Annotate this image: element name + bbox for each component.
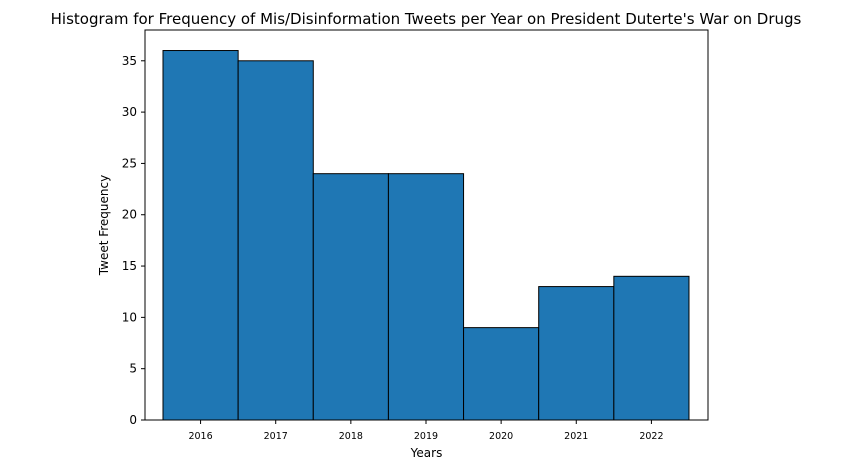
y-tick-label-10: 10 — [122, 310, 137, 324]
y-tick-label-15: 15 — [122, 259, 137, 273]
x-tick-label-2019: 2019 — [414, 431, 438, 442]
x-tick-label-2017: 2017 — [264, 431, 288, 442]
y-axis: 0 5 10 15 20 25 30 35 — [122, 54, 145, 427]
bar-2017 — [237, 60, 314, 421]
x-tick-label-2016: 2016 — [188, 431, 212, 442]
bar-2019 — [387, 173, 465, 421]
bar-2021 — [538, 286, 615, 421]
bars-group — [162, 50, 690, 421]
bar-2016 — [162, 50, 239, 421]
x-axis: 2016 2017 2018 2019 2020 2021 2022 — [188, 420, 664, 442]
bar-2018 — [312, 173, 389, 421]
plot-frame — [144, 29, 709, 421]
x-tick-label-2022: 2022 — [639, 431, 663, 442]
chart-title: Histogram for Frequency of Mis/Disinform… — [51, 10, 802, 28]
x-tick-label-2021: 2021 — [564, 431, 588, 442]
x-tick-label-2020: 2020 — [489, 431, 513, 442]
y-tick-label-5: 5 — [129, 362, 137, 376]
y-axis-label: Tweet Frequency — [97, 175, 111, 276]
bar-2022 — [613, 275, 690, 421]
y-tick-label-35: 35 — [122, 54, 137, 68]
y-tick-label-30: 30 — [122, 105, 137, 119]
bar-2020 — [463, 327, 540, 421]
y-tick-label-25: 25 — [122, 156, 137, 170]
y-tick-label-0: 0 — [129, 413, 137, 427]
x-tick-label-2018: 2018 — [339, 431, 363, 442]
y-tick-label-20: 20 — [122, 208, 137, 222]
x-axis-label: Years — [410, 446, 443, 460]
